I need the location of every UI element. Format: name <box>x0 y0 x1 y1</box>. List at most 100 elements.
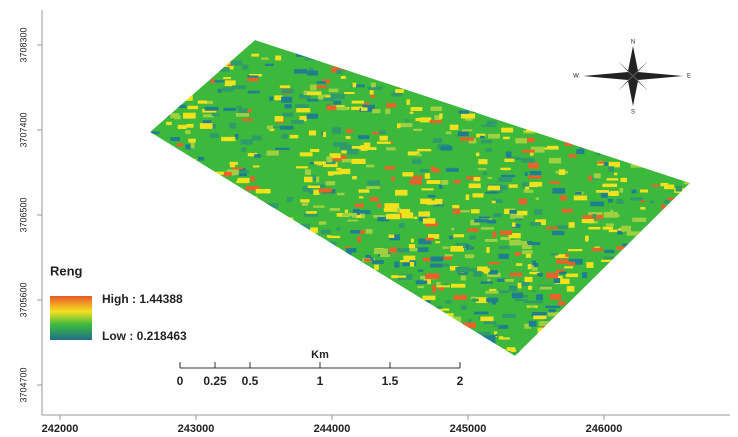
raster-patch <box>225 53 239 56</box>
raster-patch <box>580 329 587 331</box>
raster-patch <box>528 264 532 269</box>
raster-patch <box>473 271 482 277</box>
raster-patch <box>372 67 377 71</box>
raster-patch <box>168 95 180 100</box>
raster-patch <box>236 317 244 321</box>
raster-patch <box>370 316 381 322</box>
raster-patch <box>461 305 467 310</box>
raster-patch <box>220 253 224 255</box>
raster-patch <box>675 103 682 107</box>
raster-patch <box>401 212 413 218</box>
raster-patch <box>241 147 246 151</box>
raster-patch <box>241 139 253 144</box>
raster-patch <box>280 295 287 300</box>
raster-patch <box>234 323 238 327</box>
raster-patch <box>643 310 655 313</box>
raster-patch <box>563 133 575 138</box>
raster-patch <box>304 177 313 182</box>
raster-patch <box>265 290 275 292</box>
raster-patch <box>203 288 212 291</box>
raster-patch <box>372 296 380 299</box>
raster-patch <box>417 286 424 288</box>
raster-patch <box>366 186 380 189</box>
raster-patch <box>386 147 396 150</box>
raster-patch <box>658 315 672 318</box>
raster-patch <box>503 168 509 170</box>
raster-patch <box>569 87 581 89</box>
raster-patch <box>533 316 546 320</box>
raster-patch <box>213 175 217 177</box>
raster-patch <box>549 342 561 345</box>
raster-patch <box>665 94 668 97</box>
raster-patch <box>380 136 388 141</box>
raster-patch <box>321 230 331 235</box>
raster-patch <box>186 64 193 69</box>
raster-patch <box>672 207 675 210</box>
raster-patch <box>480 136 485 139</box>
raster-patch <box>491 72 500 77</box>
raster-patch <box>384 208 397 212</box>
raster-patch <box>371 83 376 88</box>
raster-patch <box>341 76 346 79</box>
raster-patch <box>588 292 601 298</box>
raster-patch <box>222 211 232 216</box>
raster-patch <box>605 285 619 290</box>
raster-patch <box>369 41 374 45</box>
raster-patch <box>263 218 267 223</box>
raster-patch <box>196 55 203 58</box>
raster-patch <box>367 63 380 67</box>
raster-patch <box>597 295 610 299</box>
raster-patch <box>521 115 535 118</box>
raster-patch <box>204 190 218 194</box>
raster-patch <box>328 172 333 176</box>
raster-patch <box>166 228 172 231</box>
raster-patch <box>271 310 285 314</box>
raster-patch <box>594 329 608 334</box>
compass-n: N <box>631 40 635 46</box>
raster-patch <box>186 279 195 283</box>
raster-patch <box>616 68 620 70</box>
raster-patch <box>653 275 663 278</box>
raster-patch <box>277 248 285 250</box>
raster-patch <box>606 94 611 100</box>
raster-patch <box>597 300 612 303</box>
raster-patch <box>502 314 516 318</box>
raster-patch <box>178 125 187 129</box>
raster-patch <box>288 248 297 251</box>
raster-patch <box>648 295 652 299</box>
raster-patch <box>308 233 312 238</box>
raster-patch <box>509 184 518 187</box>
raster-patch <box>647 288 660 292</box>
raster-patch <box>454 295 467 300</box>
raster-patch <box>286 225 293 228</box>
y-tick-label: 3708300 <box>18 27 28 62</box>
raster-patch <box>376 322 385 327</box>
raster-patch <box>304 350 309 353</box>
raster-patch <box>653 252 666 258</box>
raster-patch <box>152 274 163 280</box>
raster-patch <box>331 301 336 307</box>
raster-patch <box>305 55 318 60</box>
raster-patch <box>307 114 318 119</box>
raster-patch <box>670 48 680 51</box>
raster-patch <box>528 286 532 290</box>
raster-patch <box>604 127 611 129</box>
raster-patch <box>165 59 176 64</box>
raster-patch <box>297 269 303 273</box>
raster-patch <box>524 104 536 109</box>
raster-patch <box>319 188 332 192</box>
raster-patch <box>339 351 349 355</box>
raster-patch <box>571 137 575 141</box>
raster-patch <box>306 211 317 213</box>
raster-patch <box>167 196 174 200</box>
raster-patch <box>598 161 605 163</box>
raster-patch <box>554 278 560 283</box>
raster-patch <box>485 291 499 294</box>
raster-patch <box>480 317 493 322</box>
raster-patch <box>608 199 613 203</box>
raster-patch <box>198 58 207 60</box>
scale-label: 0 <box>177 374 184 388</box>
raster-patch <box>262 219 275 224</box>
raster-patch <box>649 286 661 290</box>
raster-patch <box>227 233 240 239</box>
